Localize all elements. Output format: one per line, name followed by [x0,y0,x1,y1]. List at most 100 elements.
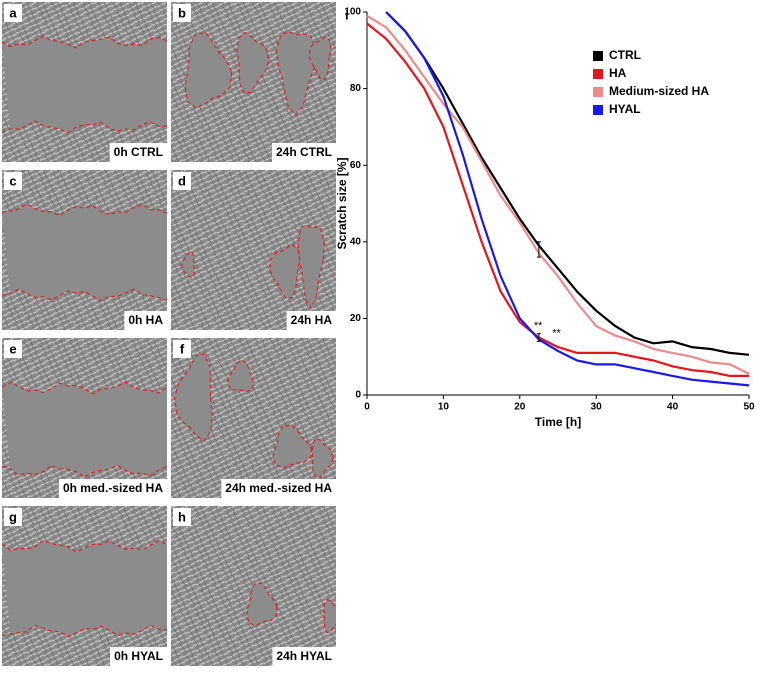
open-area [272,424,313,469]
y-tick-label: 0 [355,390,361,401]
letter-box [173,172,191,190]
scratch-edge [2,288,167,302]
x-tick-label: 20 [514,402,526,413]
scratch-edge [2,624,167,638]
overlay [246,582,336,634]
panel: a 0h CTRL [2,2,167,162]
panel-letter: h [178,509,186,524]
caption-box [58,479,167,498]
panel-letter: e [9,341,16,356]
panel-caption: 24h med.-sized HA [225,481,332,495]
open-area [269,244,301,299]
panel-caption: 24h HYAL [276,649,332,663]
panel: f 24h med.-sized HA [171,338,336,498]
x-tick-label: 40 [667,402,679,413]
scratch-edge [2,464,167,478]
error-bar [536,333,541,342]
panel-letter: f [180,341,185,356]
caption-box [271,143,336,162]
series-line [385,11,750,387]
panel-caption: 0h HA [128,313,163,327]
letter-box [4,508,22,526]
legend-swatch [593,105,603,115]
panel: b 24h CTRL [171,2,336,162]
panel-letter: d [178,173,186,188]
open-area [227,359,255,393]
legend-label: HA [609,66,627,80]
scratch-area [2,36,167,133]
series-line [385,11,750,356]
significance-mark: ** [552,328,561,340]
letter-box [4,4,22,22]
legend-label: HYAL [609,102,641,116]
scratch-area [2,540,167,637]
open-area [181,251,196,279]
open-area [311,437,334,479]
panel-letter: a [9,5,17,20]
x-tick-label: 0 [364,402,370,413]
scratch-edge [2,381,167,395]
x-axis-label: Time [h] [535,415,581,429]
panel: h 24h HYAL [171,506,336,666]
overlay [173,352,334,479]
letter-box [173,340,191,358]
y-tick-label: 20 [350,313,362,324]
open-area [184,32,233,109]
y-axis-label: Scratch size [%] [335,157,349,249]
scratch-edge [2,539,167,553]
x-tick-label: 30 [591,402,603,413]
legend-swatch [593,69,603,79]
panel-caption: 24h CTRL [276,145,332,159]
caption-box [124,311,167,330]
panel-caption: 0h med.-sized HA [63,481,163,495]
letter-box [4,340,22,358]
caption-box [286,311,336,330]
panel-letter: i [345,7,349,22]
series-line [366,22,749,377]
caption-box [221,479,336,498]
overlay [2,203,167,302]
overlay [184,31,332,116]
x-tick-label: 50 [743,402,755,413]
legend-swatch [593,87,603,97]
panel-letter: b [178,5,186,20]
y-tick-label: 80 [350,83,362,94]
panel: d 24h HA [171,170,336,330]
panel-caption: 0h HYAL [114,649,163,663]
panel-caption: 0h CTRL [114,145,163,159]
caption-box [272,647,336,666]
legend-label: Medium-sized HA [609,84,709,98]
open-area [246,582,278,627]
line-chart: i 0 20 40 60 80 100 0 10 20 30 40 50 Time [h] Scratch … [335,7,755,430]
overlay [2,539,167,638]
x-tick-label: 10 [438,402,450,413]
letter-box [173,4,191,22]
y-tick-label: 60 [350,160,362,171]
y-tick-label: 40 [350,236,362,247]
letter-box [4,172,22,190]
microscopy-panels: a 0h CTRL b 24h CTRL c 0h HA d 24h HA e 0h med.-s… [2,2,336,666]
open-area [323,599,336,634]
open-area [308,36,332,81]
overlay [2,35,167,134]
letter-box [173,508,191,526]
open-area [275,31,317,116]
legend-label: CTRL [609,48,641,62]
significance-mark: ** [534,320,543,332]
y-tick-label: 100 [344,7,361,18]
scratch-edge [2,35,167,49]
scratch-area [2,382,167,477]
overlay [2,381,167,478]
legend-swatch [593,51,603,61]
panel-letter: c [9,173,16,188]
panel: g 0h HYAL [2,506,167,666]
open-area [236,31,270,94]
open-area [173,352,213,442]
panel: c 0h HA [2,170,167,330]
caption-box [109,143,167,162]
caption-box [110,647,167,666]
panel: e 0h med.-sized HA [2,338,167,498]
overlay [181,224,325,310]
scratch-edge [2,203,167,217]
